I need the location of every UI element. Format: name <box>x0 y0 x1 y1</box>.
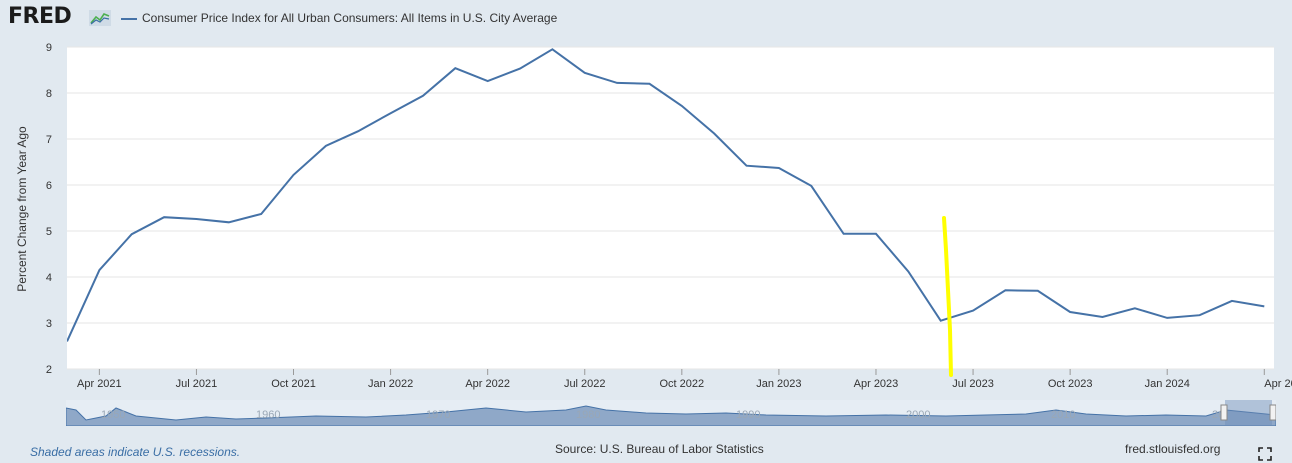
y-tick-label: 7 <box>46 134 52 146</box>
data-point[interactable] <box>163 216 165 218</box>
y-axis-label: Percent Change from Year Ago <box>15 126 29 292</box>
highlight-annotation <box>942 216 953 377</box>
x-tick-label: Oct 2023 <box>1048 378 1093 390</box>
data-point[interactable] <box>357 130 359 132</box>
x-tick-label: Apr 2022 <box>465 378 510 390</box>
navigator-year-label: 2010 <box>1051 409 1075 421</box>
data-point[interactable] <box>1004 289 1006 291</box>
navigator-year-label: 2000 <box>906 409 930 421</box>
data-point[interactable] <box>843 233 845 235</box>
y-tick-label: 4 <box>46 272 52 284</box>
x-tick-label: Jul 2022 <box>564 378 606 390</box>
data-point[interactable] <box>584 72 586 74</box>
data-point[interactable] <box>228 221 230 223</box>
source-text: Source: U.S. Bureau of Labor Statistics <box>555 442 764 456</box>
chart-header: FRED Consumer Price Index for All Urban … <box>0 0 1292 40</box>
data-point[interactable] <box>1101 316 1103 318</box>
x-tick-label: Jul 2023 <box>952 378 994 390</box>
data-point[interactable] <box>487 80 489 82</box>
navigator-right-handle[interactable] <box>1269 404 1276 421</box>
data-point[interactable] <box>1134 307 1136 309</box>
data-point[interactable] <box>1166 317 1168 319</box>
data-point[interactable] <box>972 310 974 312</box>
data-point[interactable] <box>422 95 424 97</box>
data-point[interactable] <box>293 174 295 176</box>
data-point[interactable] <box>260 213 262 215</box>
y-tick-label: 8 <box>46 88 52 100</box>
x-tick-label: Jan 2024 <box>1145 378 1190 390</box>
x-tick-label: Jul 2021 <box>176 378 218 390</box>
gridlines <box>67 46 1274 370</box>
series-line <box>67 48 1265 342</box>
data-point[interactable] <box>519 68 521 70</box>
navigator-year-label: 1960 <box>256 409 280 421</box>
range-navigator[interactable]: 1950 1960 1970 1980 1990 2000 2010 20 <box>66 400 1276 426</box>
data-point[interactable] <box>454 67 456 69</box>
recession-note: Shaded areas indicate U.S. recessions. <box>30 445 241 459</box>
data-point[interactable] <box>66 340 68 342</box>
data-point[interactable] <box>131 233 133 235</box>
data-point[interactable] <box>325 145 327 147</box>
navigator-year-label: 1980 <box>576 409 600 421</box>
x-tick-label: Jan 2022 <box>368 378 413 390</box>
y-tick-label: 3 <box>46 318 52 330</box>
x-tick-label: Apr 2024 <box>1264 378 1292 390</box>
navigator-selection[interactable] <box>1225 400 1272 426</box>
data-point[interactable] <box>810 185 812 187</box>
data-point[interactable] <box>648 83 650 85</box>
x-tick-label: Oct 2022 <box>660 378 705 390</box>
data-point[interactable] <box>1263 305 1265 307</box>
navigator-year-label: 1970 <box>426 409 450 421</box>
data-point[interactable] <box>875 233 877 235</box>
data-point[interactable] <box>1037 290 1039 292</box>
y-tick-label: 5 <box>46 226 52 238</box>
data-point[interactable] <box>778 167 780 169</box>
data-point[interactable] <box>713 132 715 134</box>
data-point[interactable] <box>390 112 392 114</box>
x-tick-label: Oct 2021 <box>271 378 316 390</box>
data-point[interactable] <box>1199 314 1201 316</box>
x-axis-ticks: Apr 2021 Jul 2021 Oct 2021 Jan 2022 Apr 2022… <box>77 369 1292 390</box>
fred-logo[interactable]: FRED <box>8 4 72 29</box>
data-point[interactable] <box>98 269 100 271</box>
navigator-series-area <box>66 405 1276 426</box>
data-point[interactable] <box>746 165 748 167</box>
data-point[interactable] <box>1069 311 1071 313</box>
fred-chart-icon <box>89 10 111 26</box>
plot-area <box>67 47 1274 369</box>
legend-line-swatch <box>121 18 137 20</box>
legend-series-title[interactable]: Consumer Price Index for All Urban Consu… <box>142 11 558 25</box>
y-axis-ticks: 2 3 4 5 6 7 8 9 <box>46 42 52 376</box>
fred-url[interactable]: fred.stlouisfed.org <box>1125 442 1221 456</box>
fullscreen-icon[interactable] <box>1258 447 1272 461</box>
navigator-year-label: 1950 <box>101 409 125 421</box>
y-tick-label: 2 <box>46 364 52 376</box>
data-point[interactable] <box>940 320 942 322</box>
navigator-left-handle[interactable] <box>1220 404 1228 421</box>
data-point[interactable] <box>551 48 553 50</box>
x-tick-label: Apr 2021 <box>77 378 122 390</box>
navigator-year-labels: 1950 1960 1970 1980 1990 2000 2010 20 <box>101 409 1224 421</box>
data-point[interactable] <box>681 105 683 107</box>
data-point[interactable] <box>616 82 618 84</box>
data-point[interactable] <box>195 218 197 220</box>
x-tick-label: Jan 2023 <box>756 378 801 390</box>
navigator-year-label: 1990 <box>736 409 760 421</box>
line-chart: 2 3 4 5 6 7 8 9 Apr 2021 Jul 2021 Oct 2021 Jan 202… <box>46 42 1292 390</box>
x-tick-label: Apr 2023 <box>854 378 899 390</box>
data-point[interactable] <box>1231 300 1233 302</box>
y-tick-label: 6 <box>46 180 52 192</box>
y-tick-label: 9 <box>46 42 52 54</box>
data-point[interactable] <box>907 270 909 272</box>
